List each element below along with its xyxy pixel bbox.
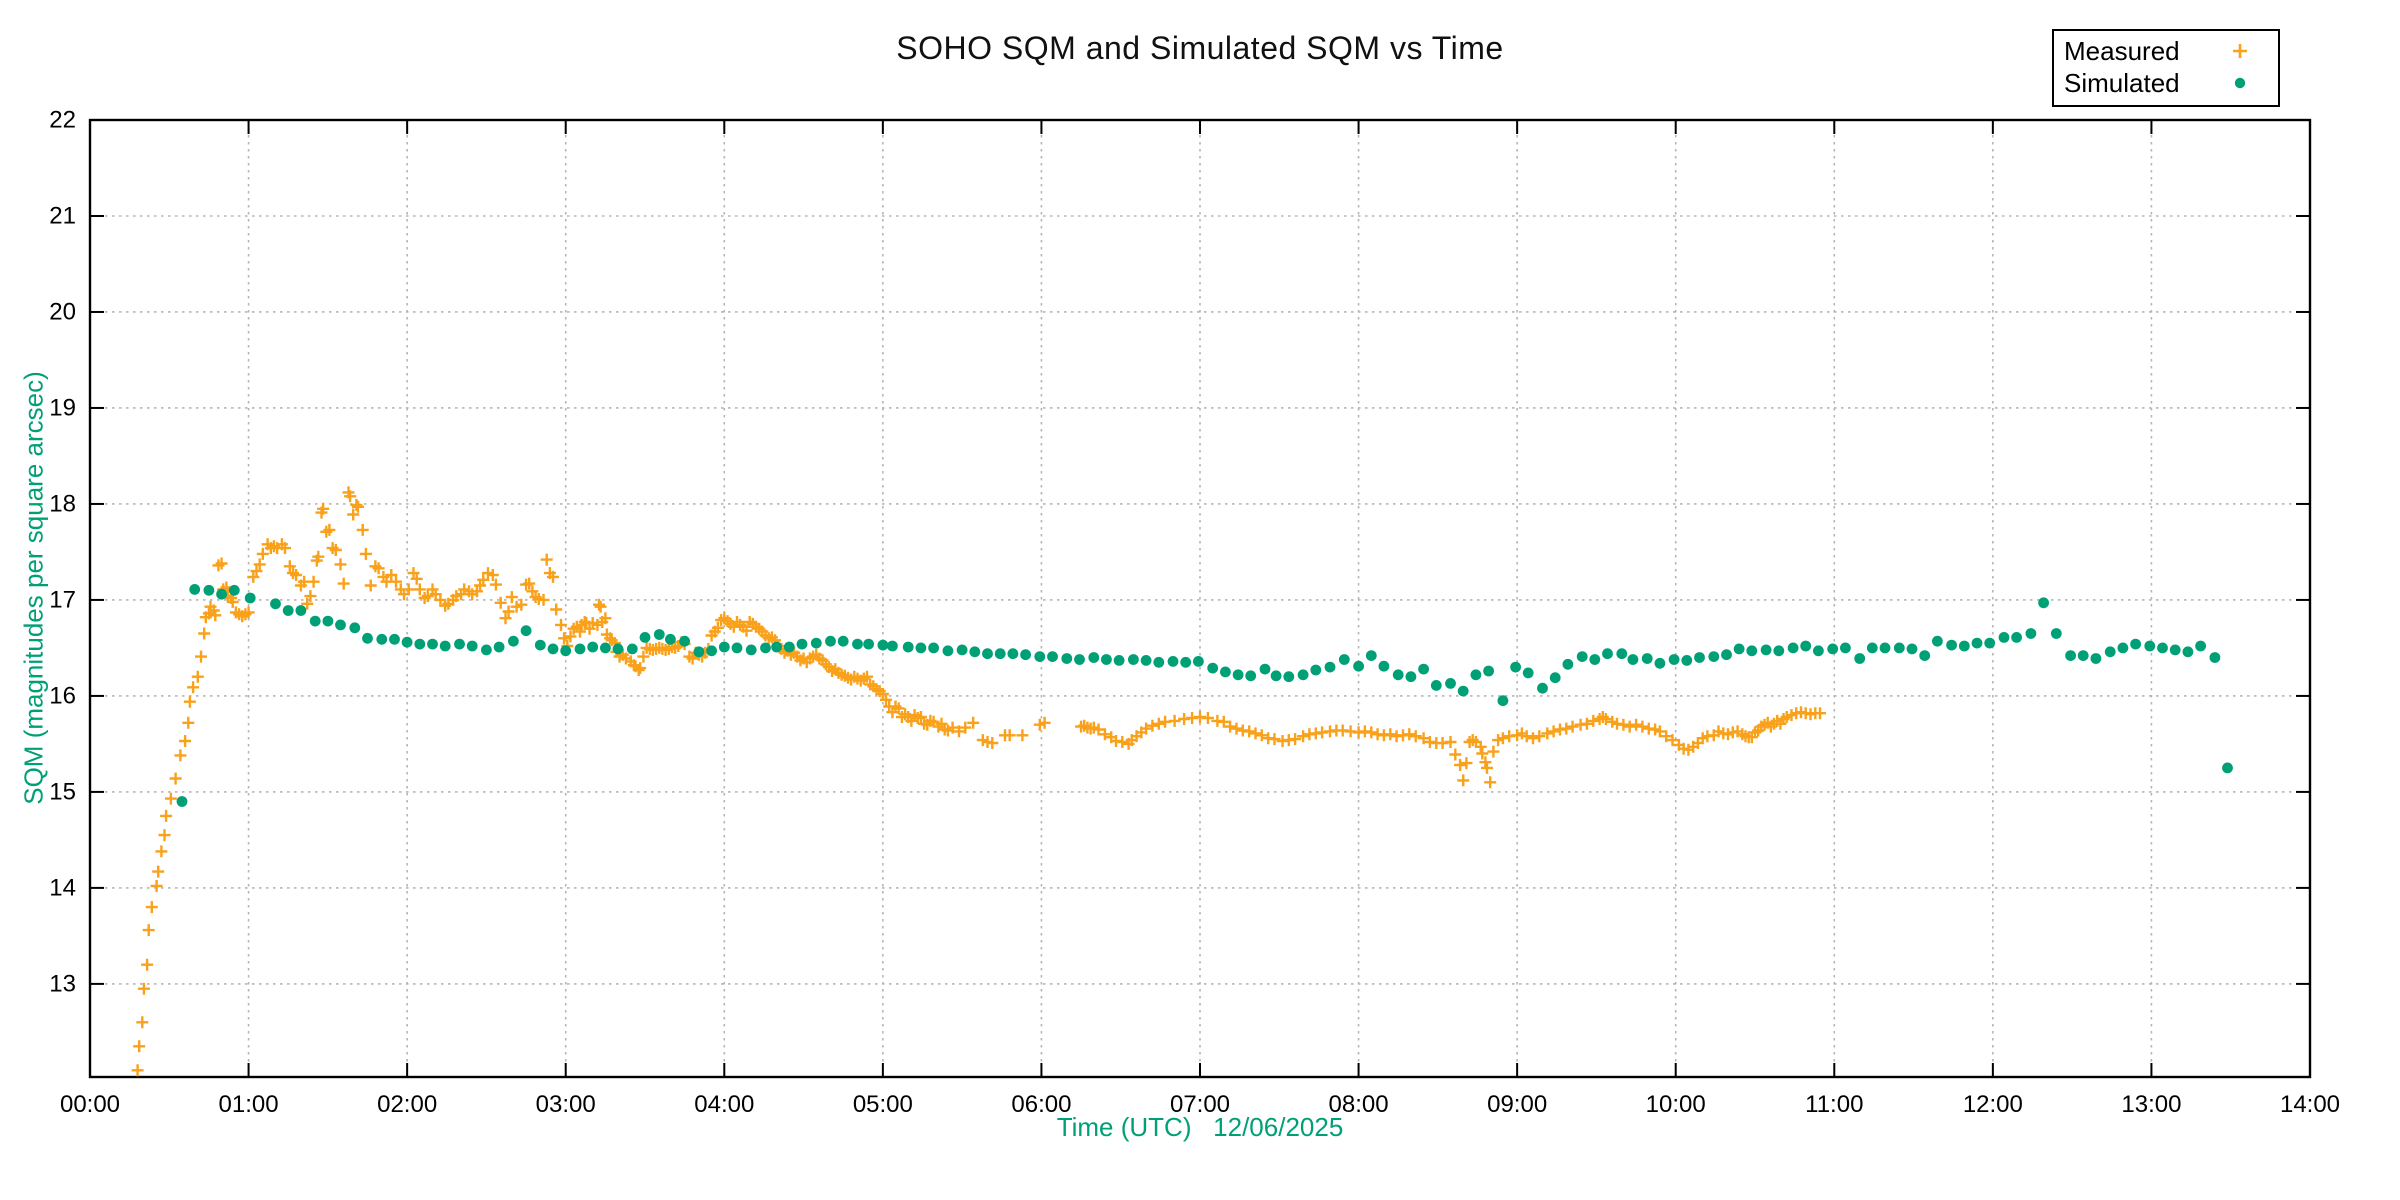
series-simulated-points [176, 584, 2233, 807]
svg-text:05:00: 05:00 [853, 1091, 913, 1118]
x-axis-label: Time (UTC) 12/06/2025 [1056, 1112, 1344, 1142]
svg-text:06:00: 06:00 [1011, 1091, 1071, 1118]
svg-text:02:00: 02:00 [377, 1091, 437, 1118]
svg-text:14:00: 14:00 [2280, 1091, 2340, 1118]
svg-text:18: 18 [49, 490, 76, 517]
svg-text:07:00: 07:00 [1170, 1091, 1230, 1118]
chart-title: SOHO SQM and Simulated SQM vs Time [896, 30, 1504, 66]
svg-text:10:00: 10:00 [1646, 1091, 1706, 1118]
svg-text:00:00: 00:00 [60, 1091, 120, 1118]
svg-text:14: 14 [49, 874, 76, 901]
svg-text:17: 17 [49, 586, 76, 613]
svg-text:09:00: 09:00 [1487, 1091, 1547, 1118]
legend-label-simulated: Simulated [2064, 68, 2180, 98]
svg-text:03:00: 03:00 [536, 1091, 596, 1118]
y-axis-label: SQM (magnitudes per square arcsec) [18, 371, 49, 805]
svg-text:15: 15 [49, 778, 76, 805]
svg-text:01:00: 01:00 [219, 1091, 279, 1118]
svg-text:08:00: 08:00 [1329, 1091, 1389, 1118]
svg-text:22: 22 [49, 107, 76, 134]
svg-text:13: 13 [49, 970, 76, 997]
svg-text:12:00: 12:00 [1963, 1091, 2023, 1118]
svg-text:16: 16 [49, 682, 76, 709]
dot-icon [2234, 77, 2246, 89]
legend-label-measured: Measured [2064, 36, 2180, 66]
svg-text:21: 21 [49, 202, 76, 229]
svg-text:04:00: 04:00 [694, 1091, 754, 1118]
svg-text:11:00: 11:00 [1805, 1091, 1863, 1118]
svg-text:13:00: 13:00 [2121, 1091, 2181, 1118]
series-measured-points [131, 486, 1826, 1077]
svg-text:19: 19 [49, 394, 76, 421]
legend-box: Measured Simulated [2052, 29, 2280, 107]
plus-icon [2233, 44, 2247, 58]
legend-row-measured: Measured [2064, 35, 2278, 67]
legend-row-simulated: Simulated [2064, 67, 2278, 99]
svg-text:20: 20 [49, 298, 76, 325]
